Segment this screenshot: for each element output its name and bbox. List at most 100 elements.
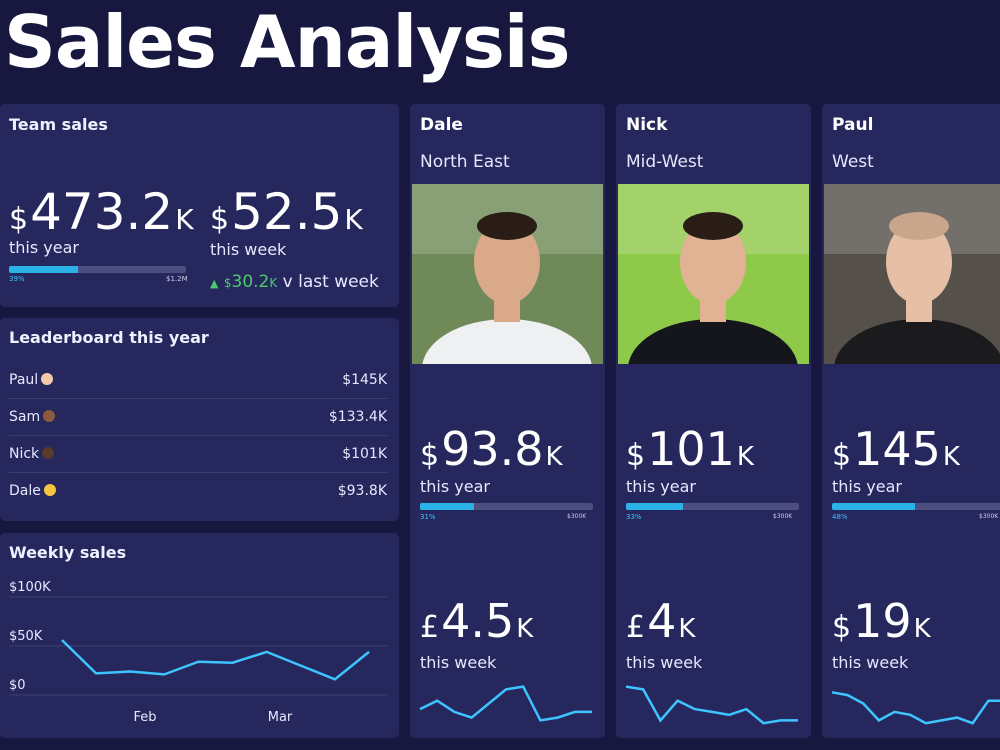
progress-percent: 48%: [832, 513, 848, 521]
delta-label: v last week: [282, 272, 379, 292]
unit-suffix: K: [545, 442, 563, 472]
person-name: Nick: [626, 115, 668, 135]
person-emoji-icon: [42, 447, 55, 459]
progress-fill: [626, 503, 684, 510]
delta-amount: 30.2: [231, 272, 270, 292]
leaderboard-name: Paul: [9, 372, 39, 388]
person-week-value: $19K: [832, 598, 931, 644]
unit-suffix: K: [344, 203, 363, 236]
person-portrait-icon: [824, 184, 1000, 364]
person-week-amount: 4.5: [441, 594, 515, 648]
y-axis-label: $50K: [9, 629, 43, 644]
person-year-value: $145K: [832, 426, 960, 472]
team-sales-panel: Team sales $473.2K this year 39% $1.2M $…: [0, 104, 399, 307]
person-week-value: £4K: [626, 598, 695, 644]
person-region: North East: [420, 152, 510, 172]
leaderboard-name: Sam: [9, 409, 41, 425]
person-portrait-icon: [412, 184, 603, 364]
x-axis-label: Mar: [268, 710, 293, 725]
person-name: Paul: [832, 115, 874, 135]
progress-percent: 31%: [420, 513, 436, 521]
unit-suffix: K: [175, 203, 194, 236]
progress-fill: [832, 503, 916, 510]
leaderboard-row: Dale $93.8K: [9, 473, 387, 510]
person-year-label: this year: [420, 477, 490, 496]
person-portrait-icon: [618, 184, 809, 364]
person-weekly-sparkline: [831, 691, 1000, 725]
person-year-label: this year: [832, 477, 902, 496]
y-axis-label: $0: [9, 678, 26, 693]
team-sales-week-value: $52.5K: [210, 187, 363, 237]
y-axis-label: $100K: [9, 580, 51, 595]
team-sales-year-amount: 473.2: [30, 183, 174, 241]
person-week-label: this week: [420, 653, 497, 672]
person-year-label: this year: [626, 477, 696, 496]
person-region: Mid-West: [626, 152, 704, 172]
progress-target: $300K: [979, 513, 999, 520]
person-photo: [618, 184, 809, 364]
person-progress-bar: [626, 503, 799, 510]
person-year-amount: 93.8: [441, 422, 544, 476]
currency-symbol: $: [420, 438, 440, 473]
leaderboard-row: Paul $145K: [9, 362, 387, 399]
weekly-sales-panel: Weekly sales $100K $50K $0 Feb Mar: [0, 533, 399, 738]
delta-currency: $: [223, 276, 232, 290]
leaderboard-row: Sam $133.4K: [9, 399, 387, 436]
week-delta: ▲ $30.2K v last week: [210, 272, 379, 292]
currency-symbol: £: [626, 610, 646, 645]
progress-target: $1.2M: [166, 275, 188, 283]
unit-suffix: K: [516, 614, 534, 644]
unit-suffix: K: [913, 614, 931, 644]
progress-target: $300K: [773, 513, 793, 520]
team-sales-year-value: $473.2K: [9, 187, 194, 237]
progress-fill: [420, 503, 474, 510]
currency-symbol: £: [420, 610, 440, 645]
progress-target: $300K: [567, 513, 587, 520]
leaderboard-name: Nick: [9, 446, 40, 462]
person-year-amount: 145: [853, 422, 941, 476]
person-card-paul: Paul West $145K this year 48% $300K $19K this w…: [822, 104, 1000, 738]
person-weekly-sparkline: [625, 685, 798, 725]
sparkline-series: [831, 691, 1000, 725]
progress-percent: 33%: [626, 513, 642, 521]
x-axis-label: Feb: [133, 710, 156, 725]
leaderboard-title: Leaderboard this year: [9, 328, 209, 347]
person-card-nick: Nick Mid-West $101K this year 33% $300K £4K thi…: [616, 104, 811, 738]
leaderboard-value: $93.8K: [337, 483, 387, 499]
leaderboard-name: Dale: [9, 483, 41, 499]
page-title: Sales Analysis: [4, 0, 570, 84]
person-week-label: this week: [832, 653, 909, 672]
nerd-emoji-icon: [43, 484, 56, 496]
leaderboard-panel: Leaderboard this year Paul $145K Sam $13…: [0, 318, 399, 521]
progress-fill: [9, 266, 79, 273]
leaderboard-value: $101K: [342, 446, 387, 462]
person-week-value: £4.5K: [420, 598, 533, 644]
person-progress-bar: [420, 503, 593, 510]
weekly-sales-chart: $100K $50K $0 Feb Mar: [9, 580, 387, 725]
unit-suffix: K: [678, 614, 696, 644]
person-year-value: $101K: [626, 426, 754, 472]
unit-suffix: K: [736, 442, 754, 472]
team-sales-progress-bar: [9, 266, 186, 273]
leaderboard-value: $145K: [342, 372, 387, 388]
sparkline-series: [419, 685, 592, 722]
progress-percent: 39%: [9, 275, 25, 283]
currency-symbol: $: [832, 610, 852, 645]
person-emoji-icon: [43, 410, 56, 422]
team-sales-year-label: this year: [9, 238, 79, 257]
weekly-sales-title: Weekly sales: [9, 543, 127, 562]
person-week-amount: 4: [647, 594, 677, 648]
person-year-amount: 101: [647, 422, 735, 476]
person-region: West: [832, 152, 874, 172]
leaderboard-row: Nick $101K: [9, 436, 387, 473]
currency-symbol: $: [832, 438, 852, 473]
person-week-amount: 19: [853, 594, 912, 648]
person-photo: [412, 184, 603, 364]
weekly-sales-line: [61, 639, 370, 681]
team-sales-title: Team sales: [9, 115, 108, 134]
sparkline-series: [625, 685, 798, 725]
currency-symbol: $: [9, 202, 29, 237]
person-year-value: $93.8K: [420, 426, 563, 472]
delta-suffix: K: [269, 276, 278, 290]
person-name: Dale: [420, 115, 463, 135]
